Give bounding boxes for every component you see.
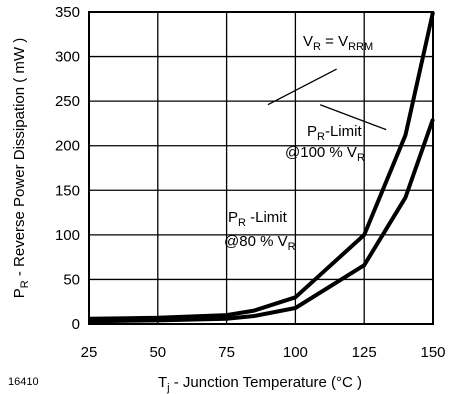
annotation-limit80-line1: PR -Limit [228, 209, 288, 229]
y-tick-label: 350 [55, 4, 80, 21]
y-tick-label: 150 [55, 182, 80, 199]
series-line-limit-100 [88, 11, 435, 321]
x-axis-label: Tj - Junction Temperature (°C ) [158, 374, 362, 394]
y-tick-label: 200 [55, 138, 80, 155]
x-tick-label: 50 [149, 344, 166, 361]
x-tick-label: 100 [283, 344, 308, 361]
series-line-limit-80 [88, 118, 435, 324]
annotation-vr: VR = VRRM [303, 33, 373, 53]
figure-id: 16410 [8, 376, 39, 388]
y-tick-label: 0 [72, 316, 80, 333]
y-tick-label: 50 [63, 271, 80, 288]
leader-limit-80 [267, 68, 337, 106]
x-tick-label: 150 [420, 344, 445, 361]
annotation-leaders [267, 68, 387, 131]
y-tick-label: 300 [55, 49, 80, 66]
y-tick-label: 250 [55, 93, 80, 110]
x-tick-label: 75 [218, 344, 235, 361]
leader-limit-100 [319, 104, 387, 131]
x-tick-label: 125 [352, 344, 377, 361]
annotation-limit80-line2: @80 % VR [224, 233, 296, 253]
annotation-limit100-line1: PR-Limit [307, 123, 362, 143]
y-tick-label: 100 [55, 227, 80, 244]
annotation-limit100-line2: @100 % VR [285, 144, 365, 164]
series-group [88, 11, 435, 324]
y-tick-labels: 0 50 100 150 200 250 300 350 [55, 4, 80, 333]
x-tick-label: 25 [81, 344, 98, 361]
grid [89, 12, 433, 324]
plot-frame [88, 11, 434, 325]
x-tick-labels: 25 50 75 100 125 150 [81, 344, 446, 361]
y-axis-label: PR - Reverse Power Dissipation ( mW ) [11, 38, 31, 299]
